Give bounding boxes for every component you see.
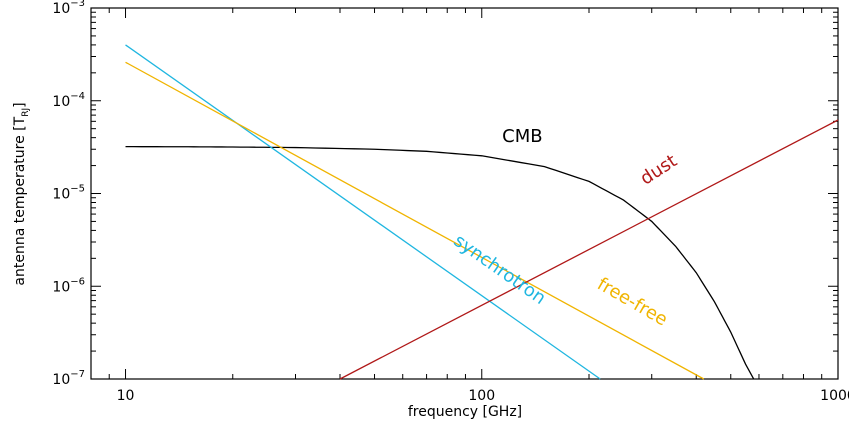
y-tick-label: 10−6 — [52, 276, 85, 295]
y-tick-label-base: 10 — [52, 372, 70, 388]
x-tick-label: 10 — [117, 388, 135, 404]
series-label-synchrotron: synchrotron — [450, 230, 550, 309]
series-line-CMB — [125, 146, 755, 380]
y-tick-label-base: 10 — [52, 94, 70, 110]
y-tick-label-base: 10 — [52, 279, 70, 295]
y-axis-label-subscript: RJ — [21, 108, 31, 117]
series-layer — [125, 44, 839, 380]
y-tick-label-base: 10 — [52, 187, 70, 203]
y-tick-label: 10−4 — [52, 91, 85, 110]
y-tick-label-base: 10 — [52, 1, 70, 17]
x-tick-label: 100 — [468, 388, 495, 404]
y-axis-label-main: antenna temperature [T — [12, 116, 28, 285]
y-tick-label: 10−5 — [52, 184, 85, 203]
y-tick-label-exponent: −4 — [70, 91, 85, 102]
y-tick-label: 10−3 — [52, 0, 85, 17]
series-line-dust — [339, 119, 839, 380]
y-tick-label-exponent: −7 — [70, 369, 85, 380]
series-label-CMB: CMB — [502, 126, 542, 147]
y-tick-label: 10−7 — [52, 369, 85, 388]
y-axis-label: antenna temperature [TRJ] — [12, 102, 31, 285]
series-label-dust: dust — [637, 150, 681, 189]
y-tick-label-exponent: −5 — [70, 184, 85, 195]
series-label-free-free: free-free — [594, 274, 672, 331]
x-tick-label: 1000 — [820, 388, 849, 404]
series-line-free-free — [125, 61, 705, 380]
y-axis-label-close: ] — [12, 102, 28, 107]
x-axis-label: frequency [GHz] — [408, 404, 522, 420]
y-tick-label-exponent: −6 — [70, 276, 85, 287]
series-line-synchrotron — [125, 44, 601, 380]
y-tick-label-exponent: −3 — [70, 0, 85, 9]
ticks-layer: 10100100010−710−610−510−410−3 — [52, 0, 849, 404]
